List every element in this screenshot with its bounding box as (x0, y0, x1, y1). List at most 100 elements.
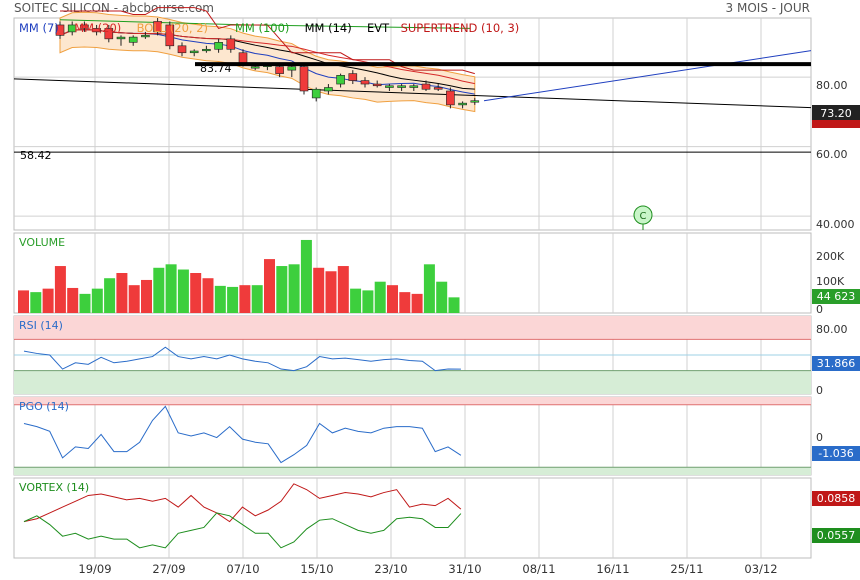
volume-bar (141, 279, 152, 313)
x-axis-label: 19/09 (78, 562, 111, 576)
candle-body (348, 73, 358, 81)
legend-label-2: BOLL (20, 2) (137, 21, 208, 35)
candle-body (385, 85, 394, 88)
volume-bar (153, 267, 165, 313)
volume-bar (18, 290, 29, 313)
pgo-line (23, 405, 462, 464)
candle-body (214, 42, 223, 50)
candle-body (446, 90, 455, 106)
pgo-last-badge (812, 446, 860, 461)
candle-body (141, 35, 150, 38)
volume-bar (325, 271, 337, 313)
rsi-tick-80: 80.00 (816, 323, 848, 336)
legend-label-4: MM (14) (305, 21, 352, 35)
volume-bar (350, 288, 362, 313)
volume-bar (116, 273, 128, 313)
volume-tick-0: 0 (816, 303, 823, 316)
x-axis-label: 25/11 (670, 562, 703, 576)
vortex-title: VORTEX (14) (19, 481, 89, 494)
candle-body (189, 50, 199, 54)
candle-body (226, 38, 236, 50)
candle-body (165, 24, 175, 47)
x-axis-label: 07/10 (226, 562, 259, 576)
candle-body (55, 24, 65, 36)
volume-bar (104, 278, 116, 313)
bollinger-band (59, 11, 476, 113)
candle-body (409, 85, 419, 88)
candle-body (202, 48, 211, 52)
candle-body (116, 36, 126, 40)
candle-body (177, 45, 187, 54)
volume-bar (227, 286, 239, 313)
candle-body (397, 85, 406, 88)
pgo-title: PGO (14) (19, 400, 69, 413)
volume-bar (436, 281, 448, 313)
volume-bar (264, 259, 275, 313)
volume-bar (251, 285, 263, 313)
chart-period: 3 MOIS - JOUR (726, 1, 810, 15)
trend-line-up (483, 50, 812, 102)
volume-bar (67, 287, 79, 313)
vortex-pos-line (23, 483, 462, 523)
price-panel (13, 17, 812, 231)
pgo-panel (13, 396, 812, 476)
volume-bar (214, 285, 226, 313)
legend-label-1: MM (20) (74, 21, 121, 35)
volume-bar (30, 292, 42, 313)
candle-body (128, 36, 138, 43)
volume-bar (362, 290, 374, 313)
pgo-last-value: -1.036 (818, 447, 853, 460)
legend-label-5: EVT (367, 21, 390, 35)
volume-bar (79, 293, 91, 313)
pgo-tick-0: 0 (816, 431, 823, 444)
volume-bar (128, 285, 140, 313)
price-tick-40: 40.000 (816, 218, 855, 231)
vortex-pos-badge (812, 491, 860, 506)
candle-body (250, 66, 260, 69)
candle-body (238, 52, 248, 64)
ma-20-line (59, 29, 475, 85)
legend-label-6: SUPERTREND (10, 3) (401, 21, 520, 35)
volume-bar (42, 288, 54, 313)
volume-bar (423, 264, 435, 313)
candle-body (336, 75, 345, 85)
volume-bar (177, 269, 189, 313)
volume-last-value: 44 623 (817, 290, 856, 303)
rsi-title: RSI (14) (19, 319, 63, 332)
candle-body (92, 28, 101, 33)
rsi-line (23, 346, 461, 372)
last-price-badge (812, 105, 860, 120)
rsi-oversold-zone (14, 370, 811, 394)
candle-body (421, 83, 431, 90)
event-marker-label: C (640, 211, 647, 222)
x-axis-label: 23/10 (374, 562, 407, 576)
rsi-tick-0: 0 (816, 384, 823, 397)
pgo-high-zone (14, 397, 811, 405)
supertrend-line (60, 7, 475, 75)
x-axis-label: 31/10 (448, 562, 481, 576)
candle-body (372, 83, 382, 87)
volume-title: VOLUME (19, 236, 65, 249)
volume-tick-100k: 100K (816, 275, 845, 288)
candle-body (311, 88, 321, 99)
volume-bar (313, 267, 325, 313)
volume-bar (239, 285, 251, 313)
vortex-neg-value: 0.0557 (817, 529, 856, 542)
candle-body (275, 66, 284, 74)
rsi-last-value: 31.866 (817, 357, 856, 370)
volume-bar (300, 239, 312, 313)
price-tick-60: 60.00 (816, 148, 848, 161)
volume-bar (202, 278, 214, 313)
price-tick-80: 80.00 (816, 79, 848, 92)
volume-bar (399, 292, 411, 313)
volume-bar (190, 273, 202, 313)
candle-body (299, 66, 309, 92)
rsi-last-badge (812, 356, 860, 371)
candle-body (470, 100, 480, 103)
supertrend-badge (812, 120, 860, 128)
volume-bar (276, 266, 288, 313)
vortex-panel (13, 477, 812, 559)
volume-bar (165, 264, 177, 313)
vortex-pos-value: 0.0858 (817, 492, 856, 505)
